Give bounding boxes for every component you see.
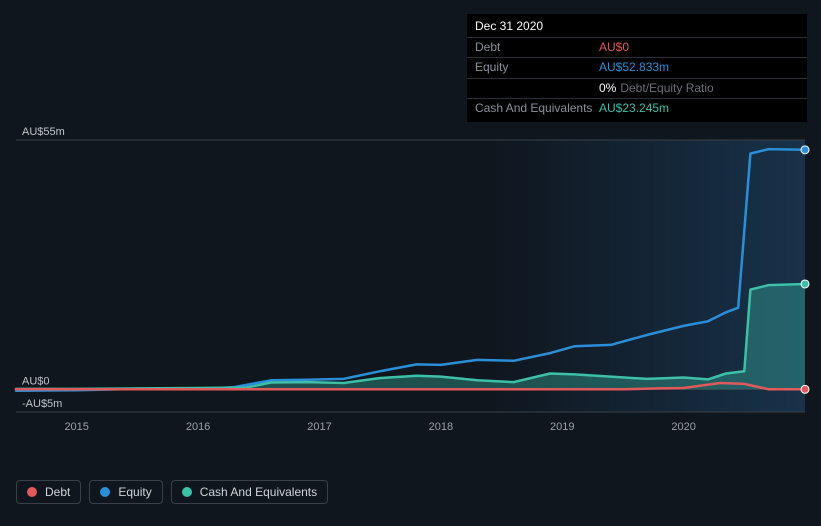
tooltip-value-cash: AU$23.245m (599, 101, 669, 117)
svg-text:2015: 2015 (64, 421, 88, 433)
tooltip-ratio: 0% Debt/Equity Ratio (599, 81, 714, 97)
chart-tooltip: Dec 31 2020 Debt AU$0 Equity AU$52.833m … (467, 14, 807, 122)
tooltip-ratio-value: 0% (599, 81, 616, 95)
tooltip-row-debt: Debt AU$0 (467, 38, 807, 59)
legend-item-equity[interactable]: Equity (89, 480, 162, 504)
legend-item-cash[interactable]: Cash And Equivalents (171, 480, 328, 504)
tooltip-date: Dec 31 2020 (475, 19, 543, 35)
svg-text:2018: 2018 (429, 421, 453, 433)
tooltip-date-row: Dec 31 2020 (467, 14, 807, 38)
svg-text:-AU$5m: -AU$5m (22, 398, 62, 410)
legend-label: Equity (118, 485, 151, 499)
tooltip-row-ratio: 0% Debt/Equity Ratio (467, 79, 807, 100)
svg-text:2019: 2019 (550, 421, 574, 433)
tooltip-label: Cash And Equivalents (475, 101, 599, 117)
legend-swatch-icon (182, 487, 192, 497)
legend-label: Cash And Equivalents (200, 485, 317, 499)
legend-swatch-icon (100, 487, 110, 497)
tooltip-label: Equity (475, 60, 599, 76)
tooltip-value-equity: AU$52.833m (599, 60, 669, 76)
tooltip-row-cash: Cash And Equivalents AU$23.245m (467, 99, 807, 122)
chart-legend: Debt Equity Cash And Equivalents (16, 480, 328, 504)
svg-text:2017: 2017 (307, 421, 331, 433)
tooltip-value-debt: AU$0 (599, 40, 629, 56)
svg-text:2016: 2016 (186, 421, 210, 433)
tooltip-label-empty (475, 81, 599, 97)
legend-label: Debt (45, 485, 70, 499)
legend-swatch-icon (27, 487, 37, 497)
tooltip-label: Debt (475, 40, 599, 56)
tooltip-ratio-label: Debt/Equity Ratio (620, 81, 713, 95)
svg-text:2020: 2020 (671, 421, 695, 433)
legend-item-debt[interactable]: Debt (16, 480, 81, 504)
tooltip-row-equity: Equity AU$52.833m (467, 58, 807, 79)
svg-text:AU$0: AU$0 (22, 375, 50, 387)
svg-text:AU$55m: AU$55m (22, 126, 65, 138)
